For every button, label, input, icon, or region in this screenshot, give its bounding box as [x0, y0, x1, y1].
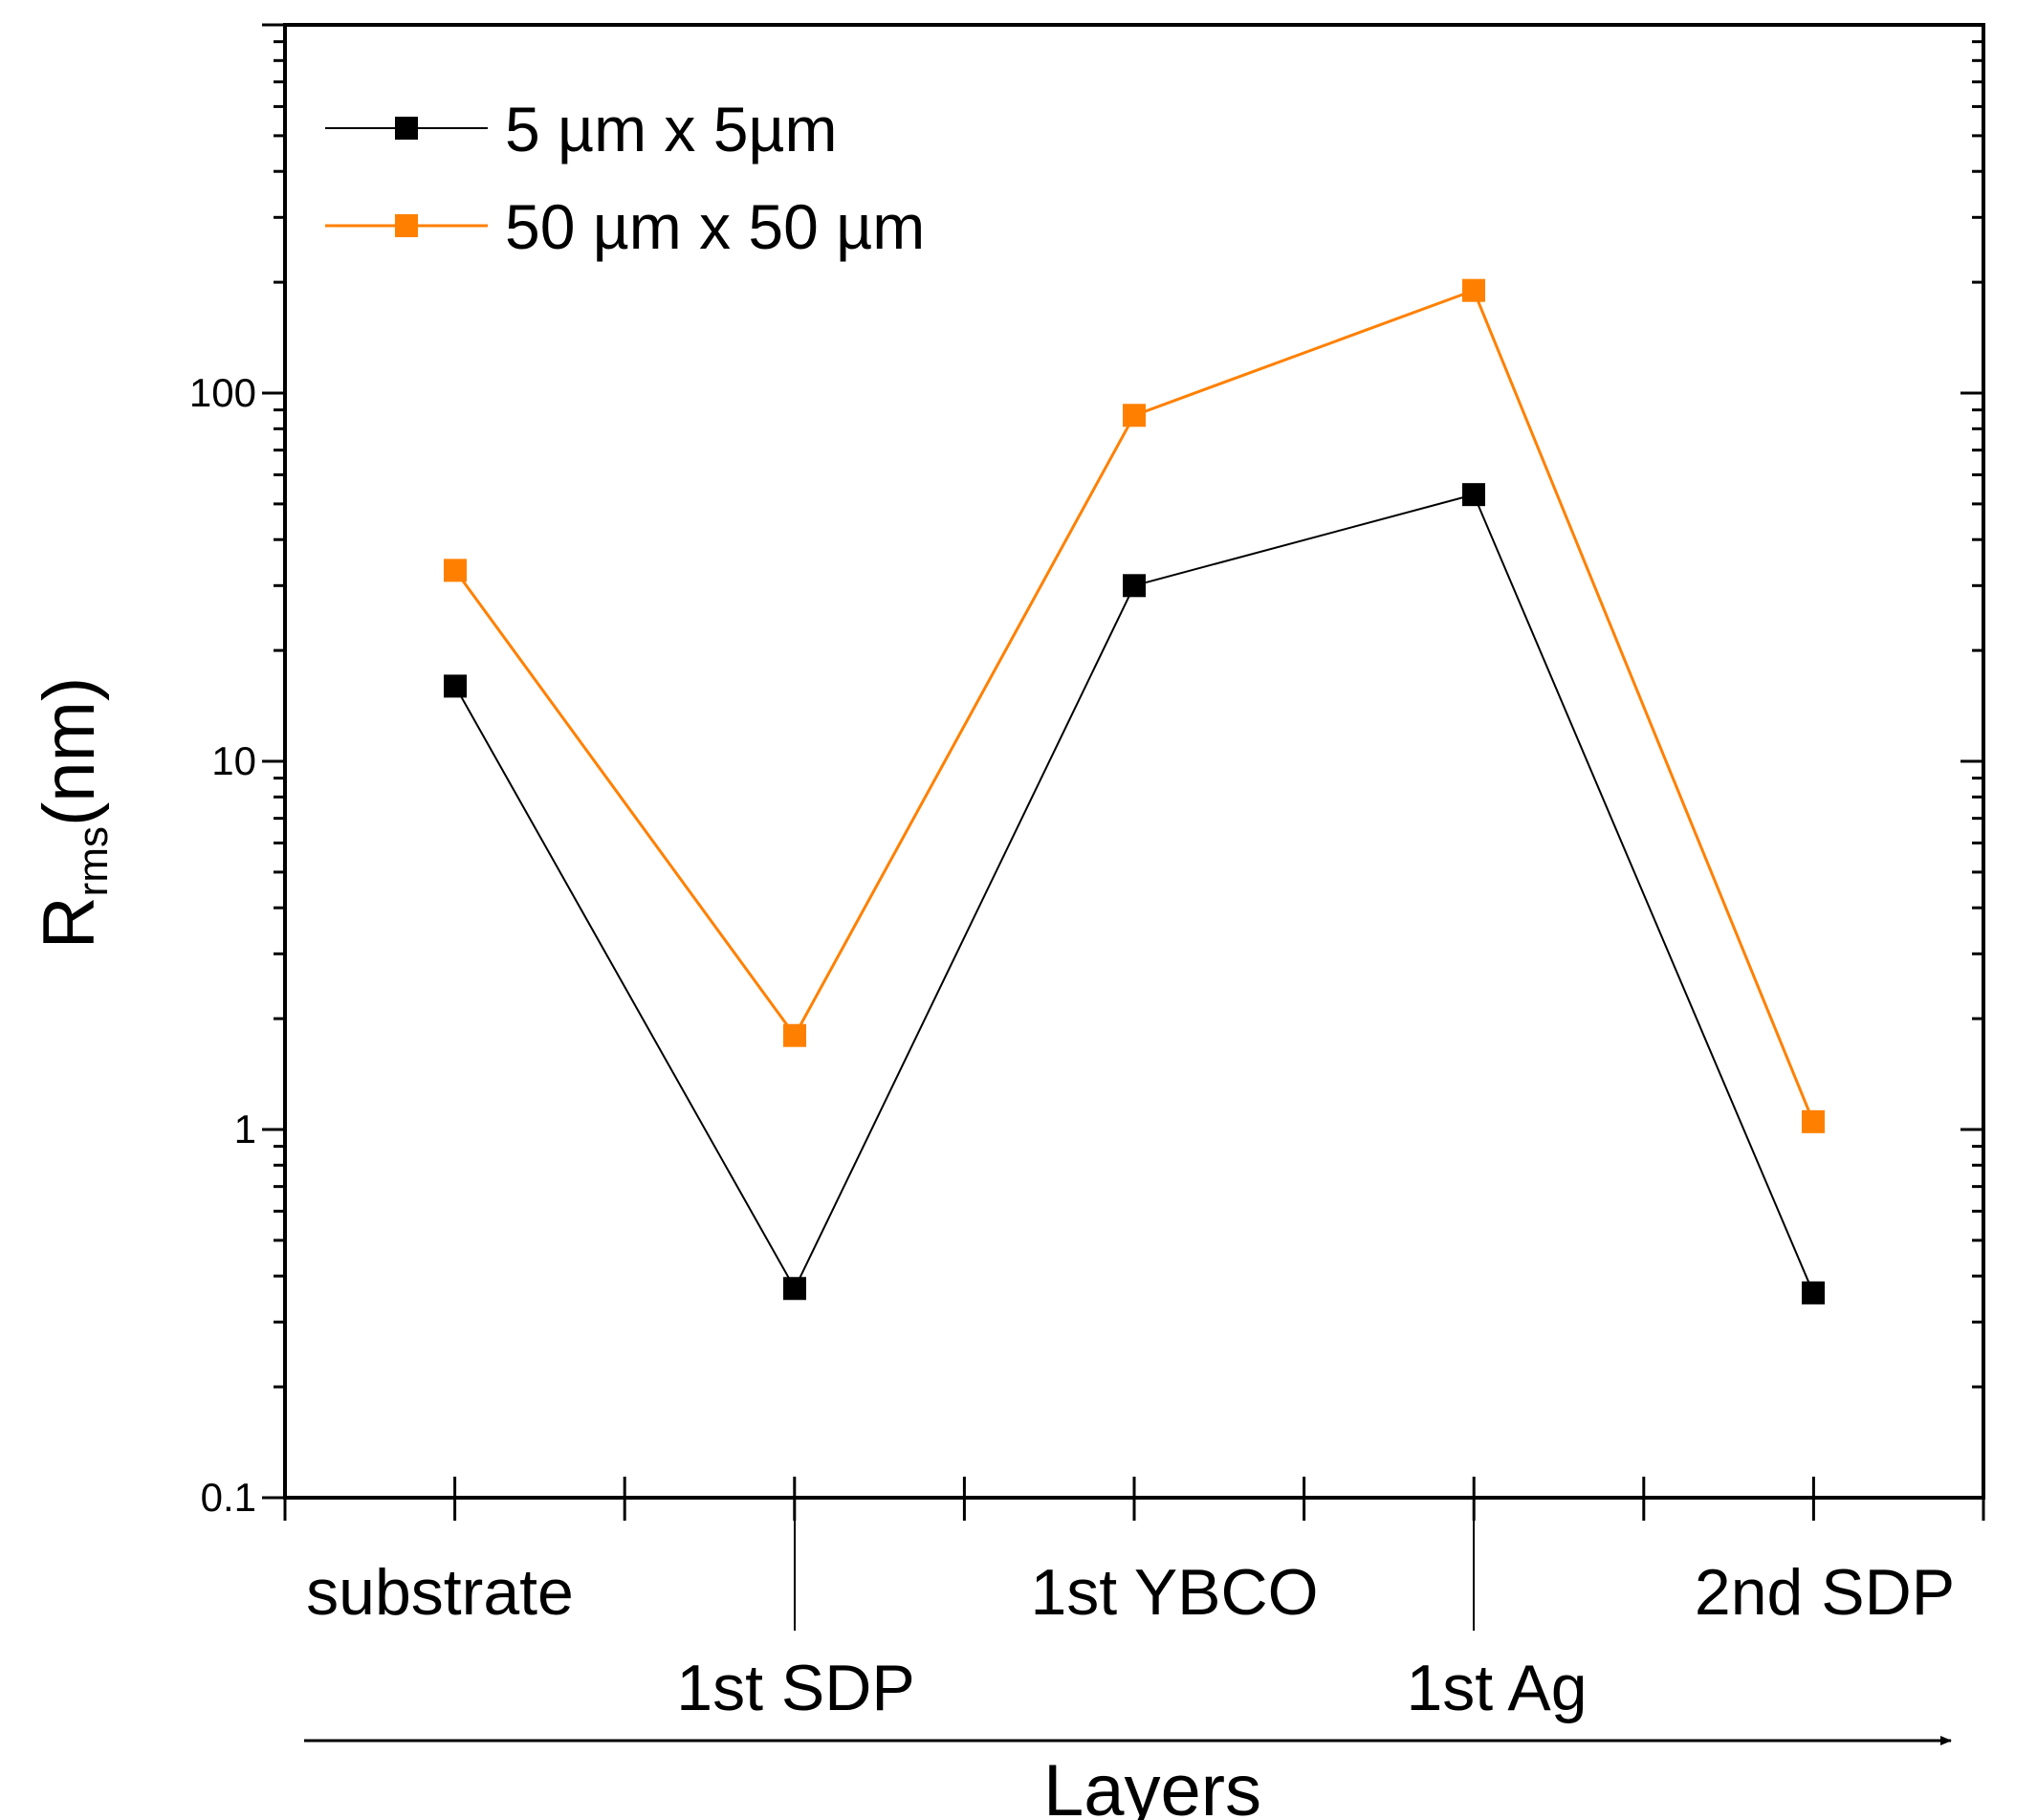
series-1 — [444, 483, 1825, 1305]
series-line — [454, 493, 1814, 1294]
x-category-label: substrate — [306, 1556, 574, 1629]
x-category-label: 2nd SDP — [1695, 1556, 1955, 1629]
series-layer — [444, 278, 1825, 1305]
data-point — [1123, 404, 1146, 428]
legend-label: 5 µm x 5µm — [505, 94, 837, 164]
y-axis-title-main: R — [29, 896, 110, 949]
y-tick-label: 0.1 — [201, 1475, 256, 1520]
series-2 — [444, 278, 1825, 1133]
legend-marker — [395, 214, 418, 237]
data-point — [1802, 1281, 1825, 1305]
y-tick-label: 100 — [189, 370, 256, 415]
data-point — [1123, 574, 1146, 598]
x-category-label: 1st Ag — [1406, 1652, 1587, 1724]
legend-marker — [395, 117, 418, 140]
data-point — [783, 1277, 806, 1301]
legend-item: 5 µm x 5µm — [325, 94, 837, 164]
data-point — [444, 674, 467, 698]
x-axis: substrate 1st SDP 1st YBCO 1st Ag 2nd SDP — [283, 1477, 1985, 1724]
legend-label: 50 µm x 50 µm — [505, 191, 925, 262]
data-point — [1802, 1109, 1825, 1133]
data-point — [1462, 483, 1485, 507]
y-tick-label: 10 — [211, 738, 256, 783]
y-axis-title-text: Rrms(nm) — [29, 677, 117, 949]
x-category-label: 1st SDP — [676, 1652, 914, 1724]
x-axis-title: Layers — [1043, 1750, 1261, 1820]
x-category-label: 1st YBCO — [1030, 1556, 1318, 1629]
data-point — [1462, 278, 1485, 302]
data-point — [783, 1023, 806, 1047]
y-tick-label: 1 — [234, 1107, 256, 1151]
y-axis-title: Rrms(nm) — [29, 677, 117, 949]
y-axis-title-subscript: rms — [70, 826, 117, 896]
legend: 5 µm x 5µm 50 µm x 50 µm — [325, 94, 925, 262]
y-axis: 0.1 1 10 100 — [189, 23, 1983, 1520]
legend-item: 50 µm x 50 µm — [325, 191, 925, 262]
data-point — [444, 559, 467, 582]
y-axis-title-unit: (nm) — [29, 677, 110, 826]
